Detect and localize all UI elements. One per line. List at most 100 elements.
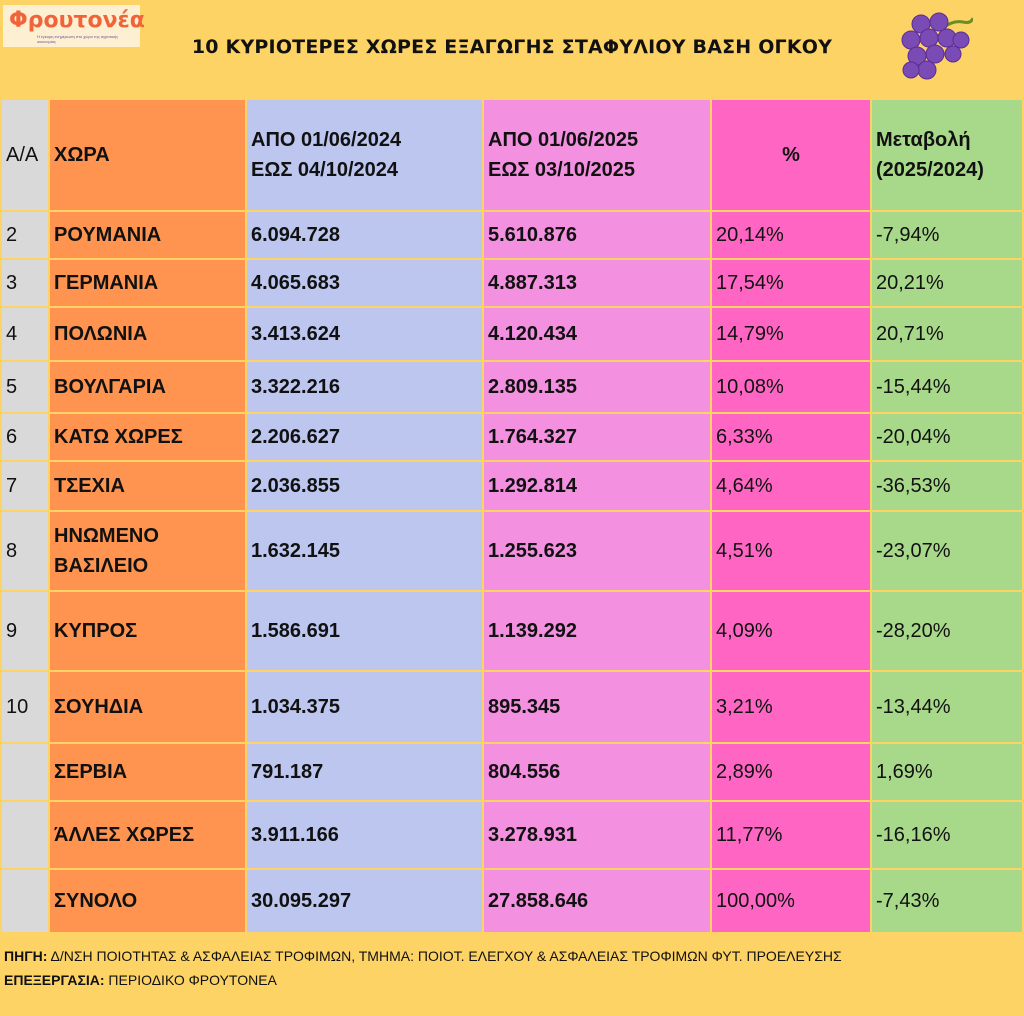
cell-change: -28,20% [872, 592, 1022, 670]
table-row: 4 ΠΟΛΩΝΙΑ 3.413.624 4.120.434 14,79% 20,71% [2, 308, 1022, 360]
cell-country: ΆΛΛΕΣ ΧΩΡΕΣ [50, 802, 245, 868]
cell-aa: 8 [2, 512, 48, 590]
cell-pct: 20,14% [712, 212, 870, 258]
cell-country: ΣΕΡΒΙΑ [50, 744, 245, 800]
cell-y2024: 791.187 [247, 744, 482, 800]
cell-pct: 14,79% [712, 308, 870, 360]
cell-y2024: 2.036.855 [247, 462, 482, 510]
cell-y2024: 3.911.166 [247, 802, 482, 868]
cell-y2025: 27.858.646 [484, 870, 710, 932]
cell-country: ΣΥΝΟΛΟ [50, 870, 245, 932]
table-row: ΆΛΛΕΣ ΧΩΡΕΣ 3.911.166 3.278.931 11,77% -16,1… [2, 802, 1022, 868]
cell-aa: 7 [2, 462, 48, 510]
cell-aa [2, 802, 48, 868]
table-row: 8 ΗΝΩΜΕΝΟ ΒΑΣΙΛΕΙΟ 1.632.145 1.255.623 4,51%… [2, 512, 1022, 590]
cell-y2025: 4.887.313 [484, 260, 710, 306]
cell-aa [2, 870, 48, 932]
cell-y2025: 5.610.876 [484, 212, 710, 258]
cell-change: 1,69% [872, 744, 1022, 800]
cell-country: ΚΑΤΩ ΧΩΡΕΣ [50, 414, 245, 460]
cell-pct: 4,09% [712, 592, 870, 670]
header-change-l2: (2025/2024) [876, 159, 984, 181]
cell-change: -13,44% [872, 672, 1022, 742]
cell-pct: 3,21% [712, 672, 870, 742]
header-2025-to: ΕΩΣ 03/10/2025 [488, 159, 636, 181]
page-title: 10 ΚΥΡΙΟΤΕΡΕΣ ΧΩΡΕΣ ΕΞΑΓΩΓΗΣ ΣΤΑΦΥΛΙΟΥ Β… [191, 36, 833, 58]
logo: Φρουτονέα Η έγκυρη ενημέρωση στο χώρο τη… [3, 5, 145, 47]
cell-pct: 6,33% [712, 414, 870, 460]
processing-line: ΕΠΕΞΕΡΓΑΣΙΑ: ΠΕΡΙΟΔΙΚΟ ΦΡΟΥΤΟΝΕΑ [4, 968, 842, 992]
processing-text: ΠΕΡΙΟΔΙΚΟ ΦΡΟΥΤΟΝΕΑ [104, 972, 277, 988]
cell-y2024: 1.632.145 [247, 512, 482, 590]
table-row: 6 ΚΑΤΩ ΧΩΡΕΣ 2.206.627 1.764.327 6,33% -20,04… [2, 414, 1022, 460]
cell-change: -7,94% [872, 212, 1022, 258]
export-table: Α/Α ΧΩΡΑ ΑΠΟ 01/06/2024 ΕΩΣ 04/10/2024 ΑΠ… [0, 98, 1024, 934]
cell-change: -16,16% [872, 802, 1022, 868]
header-2025: ΑΠΟ 01/06/2025 ΕΩΣ 03/10/2025 [484, 100, 710, 210]
cell-aa [2, 744, 48, 800]
cell-y2025: 895.345 [484, 672, 710, 742]
header-country: ΧΩΡΑ [50, 100, 245, 210]
cell-pct: 11,77% [712, 802, 870, 868]
cell-country: ΣΟΥΗΔΙΑ [50, 672, 245, 742]
cell-change: -23,07% [872, 512, 1022, 590]
header-2025-from: ΑΠΟ 01/06/2025 [488, 129, 639, 151]
cell-y2025: 3.278.931 [484, 802, 710, 868]
table-row: 2 ΡΟΥΜΑΝΙΑ 6.094.728 5.610.876 20,14% -7,94% [2, 212, 1022, 258]
header-change: Μεταβολή (2025/2024) [872, 100, 1022, 210]
cell-aa: 3 [2, 260, 48, 306]
logo-name: Φρουτονέα [9, 8, 145, 33]
logo-tagline: Η έγκυρη ενημέρωση στο χώρο της αγροτική… [37, 34, 119, 44]
source-line: ΠΗΓΗ: Δ/ΝΣΗ ΠΟΙΟΤΗΤΑΣ & ΑΣΦΑΛΕΙΑΣ ΤΡΟΦΙΜ… [4, 944, 842, 968]
cell-country: ΤΣΕΧΙΑ [50, 462, 245, 510]
cell-y2024: 6.094.728 [247, 212, 482, 258]
cell-country: ΡΟΥΜΑΝΙΑ [50, 212, 245, 258]
cell-y2024: 4.065.683 [247, 260, 482, 306]
source-label: ΠΗΓΗ: [4, 948, 48, 964]
header-2024: ΑΠΟ 01/06/2024 ΕΩΣ 04/10/2024 [247, 100, 482, 210]
cell-aa: 9 [2, 592, 48, 670]
source-text: Δ/ΝΣΗ ΠΟΙΟΤΗΤΑΣ & ΑΣΦΑΛΕΙΑΣ ΤΡΟΦΙΜΩΝ, ΤΜ… [47, 948, 842, 964]
cell-aa: 5 [2, 362, 48, 412]
processing-label: ΕΠΕΞΕΡΓΑΣΙΑ: [4, 972, 105, 988]
table-row: 5 ΒΟΥΛΓΑΡΙΑ 3.322.216 2.809.135 10,08% -15,44… [2, 362, 1022, 412]
header-2024-from: ΑΠΟ 01/06/2024 [251, 129, 402, 151]
cell-pct: 4,64% [712, 462, 870, 510]
cell-y2024: 3.322.216 [247, 362, 482, 412]
table-row: 7 ΤΣΕΧΙΑ 2.036.855 1.292.814 4,64% -36,53% [2, 462, 1022, 510]
cell-y2025: 804.556 [484, 744, 710, 800]
cell-y2025: 1.764.327 [484, 414, 710, 460]
footer: ΠΗΓΗ: Δ/ΝΣΗ ΠΟΙΟΤΗΤΑΣ & ΑΣΦΑΛΕΙΑΣ ΤΡΟΦΙΜ… [4, 944, 842, 992]
table-row: 10 ΣΟΥΗΔΙΑ 1.034.375 895.345 3,21% -13,44% [2, 672, 1022, 742]
cell-country: ΚΥΠΡΟΣ [50, 592, 245, 670]
cell-change: -36,53% [872, 462, 1022, 510]
cell-y2024: 3.413.624 [247, 308, 482, 360]
cell-y2025: 1.292.814 [484, 462, 710, 510]
table-header: Α/Α ΧΩΡΑ ΑΠΟ 01/06/2024 ΕΩΣ 04/10/2024 ΑΠ… [2, 100, 1022, 210]
cell-country: ΗΝΩΜΕΝΟ ΒΑΣΙΛΕΙΟ [50, 512, 245, 590]
cell-pct: 10,08% [712, 362, 870, 412]
header-aa: Α/Α [2, 100, 48, 210]
cell-y2025: 4.120.434 [484, 308, 710, 360]
cell-aa: 10 [2, 672, 48, 742]
cell-y2024: 30.095.297 [247, 870, 482, 932]
cell-y2025: 2.809.135 [484, 362, 710, 412]
header-2024-to: ΕΩΣ 04/10/2024 [251, 159, 399, 181]
cell-country: ΠΟΛΩΝΙΑ [50, 308, 245, 360]
cell-change: 20,21% [872, 260, 1022, 306]
cell-aa: 4 [2, 308, 48, 360]
cell-change: 20,71% [872, 308, 1022, 360]
cell-country: ΓΕΡΜΑΝΙΑ [50, 260, 245, 306]
cell-pct: 2,89% [712, 744, 870, 800]
cell-pct: 17,54% [712, 260, 870, 306]
table-row: ΣΕΡΒΙΑ 791.187 804.556 2,89% 1,69% [2, 744, 1022, 800]
table-row: 9 ΚΥΠΡΟΣ 1.586.691 1.139.292 4,09% -28,20% [2, 592, 1022, 670]
grapes-icon [901, 12, 973, 80]
cell-y2024: 2.206.627 [247, 414, 482, 460]
cell-y2024: 1.586.691 [247, 592, 482, 670]
cell-aa: 2 [2, 212, 48, 258]
cell-change: -15,44% [872, 362, 1022, 412]
cell-country: ΒΟΥΛΓΑΡΙΑ [50, 362, 245, 412]
cell-change: -20,04% [872, 414, 1022, 460]
header: Φρουτονέα Η έγκυρη ενημέρωση στο χώρο τη… [0, 0, 1024, 98]
